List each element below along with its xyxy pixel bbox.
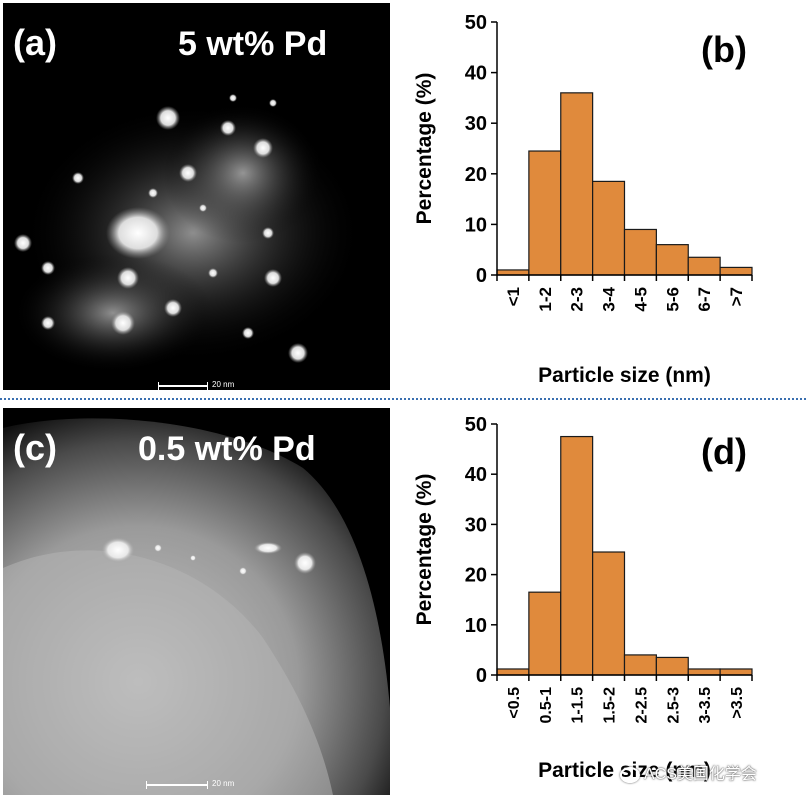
scale-bar-c — [146, 781, 208, 789]
bar-d-6 — [687, 668, 721, 676]
x-tick-label-b-6: 6-7 — [695, 287, 714, 312]
y-tick-label-d-0: 0 — [476, 665, 487, 687]
tem-title-05wt: 0.5 wt% Pd — [138, 430, 316, 468]
bar-b-4 — [623, 228, 657, 276]
histogram-b-plot: 0 10 20 30 40 50 <1 1-2 2-3 3-4 4-5 5-6 6-7 >7 Percent… — [413, 12, 753, 387]
watermark: ACS美国化学会 — [620, 760, 757, 784]
histogram-d-plot: 0 10 20 30 40 50 <0.5 0.5-1 1-1.5 1.5-2 2-2.5 2.5-3… — [413, 414, 753, 782]
tem-micrograph-05wt — [3, 418, 390, 795]
bar-d-2 — [560, 435, 594, 676]
tem-image-5wt: (a) 5 wt% Pd 20 nm — [3, 3, 390, 390]
x-tick-label-b-3: 3-4 — [600, 286, 619, 311]
x-tick-label-d-0: <0.5 — [506, 687, 523, 719]
x-tick-label-d-5: 2.5-3 — [665, 687, 682, 724]
bar-d-5 — [655, 656, 689, 676]
tem-title-5wt: 5 wt% Pd — [178, 25, 328, 63]
bar-b-7 — [719, 266, 753, 276]
y-tick-label-b-0: 0 — [476, 265, 487, 287]
x-tick-label-d-7: >3.5 — [729, 687, 746, 719]
bar-d-3 — [592, 551, 626, 676]
x-tick-label-d-1: 0.5-1 — [538, 687, 555, 724]
x-tick-label-b-1: 1-2 — [536, 287, 555, 312]
x-tick-label-b-7: >7 — [727, 287, 746, 306]
y-axis-label-d: Percentage (%) — [413, 474, 436, 626]
y-tick-label-b-2: 20 — [465, 164, 487, 186]
y-tick-label-d-2: 20 — [465, 565, 487, 587]
x-tick-label-d-4: 2-2.5 — [633, 687, 650, 724]
x-tick-label-b-0: <1 — [504, 287, 523, 306]
scale-label-c: 20 nm — [212, 779, 235, 788]
x-tick-label-b-2: 2-3 — [568, 287, 587, 312]
bar-b-2 — [560, 92, 594, 276]
scale-label-a: 20 nm — [212, 380, 235, 389]
y-tick-label-d-5: 50 — [465, 414, 487, 436]
y-tick-label-d-3: 30 — [465, 514, 487, 536]
y-tick-label-d-4: 40 — [465, 464, 487, 486]
bar-d-7 — [719, 668, 753, 676]
x-tick-label-d-2: 1-1.5 — [570, 687, 587, 724]
x-tick-label-d-3: 1.5-2 — [602, 687, 619, 724]
bar-d-0 — [496, 668, 530, 676]
y-tick-label-b-5: 50 — [465, 12, 487, 34]
bar-b-3 — [592, 180, 626, 276]
x-tick-label-b-4: 4-5 — [631, 287, 650, 312]
y-tick-label-b-1: 10 — [465, 214, 487, 236]
x-axis-label-b: Particle size (nm) — [538, 364, 711, 387]
tem-image-05wt: (c) 0.5 wt% Pd 20 nm — [3, 408, 390, 795]
scale-bar-a — [158, 382, 208, 390]
x-tick-label-d-6: 3-3.5 — [697, 687, 714, 724]
panel-label-a: (a) — [13, 22, 57, 63]
bar-b-0 — [496, 269, 530, 276]
histogram-d: 0 10 20 30 40 50 <0.5 0.5-1 1-1.5 1.5-2 2-2.5 2.5-3… — [395, 402, 806, 801]
wechat-icon — [620, 766, 640, 783]
histogram-b: 0 10 20 30 40 50 <1 1-2 2-3 3-4 4-5 5-6 6-7 >7 Percent… — [395, 0, 806, 398]
y-axis-label-b: Percentage (%) — [413, 73, 436, 225]
x-tick-label-b-5: 5-6 — [663, 287, 682, 312]
tem-micrograph-5wt — [13, 94, 363, 373]
y-tick-label-d-1: 10 — [465, 615, 487, 637]
panel-label-b: (b) — [701, 29, 747, 70]
bar-b-1 — [528, 150, 562, 276]
bar-b-5 — [655, 244, 689, 276]
bar-b-6 — [687, 256, 721, 276]
bar-d-4 — [623, 654, 657, 676]
bar-d-1 — [528, 591, 562, 676]
y-tick-label-b-3: 30 — [465, 113, 487, 135]
panel-label-c: (c) — [13, 427, 57, 468]
y-tick-label-b-4: 40 — [465, 63, 487, 85]
panel-divider — [0, 398, 806, 400]
watermark-text: ACS美国化学会 — [644, 766, 757, 783]
panel-label-d: (d) — [701, 431, 747, 472]
